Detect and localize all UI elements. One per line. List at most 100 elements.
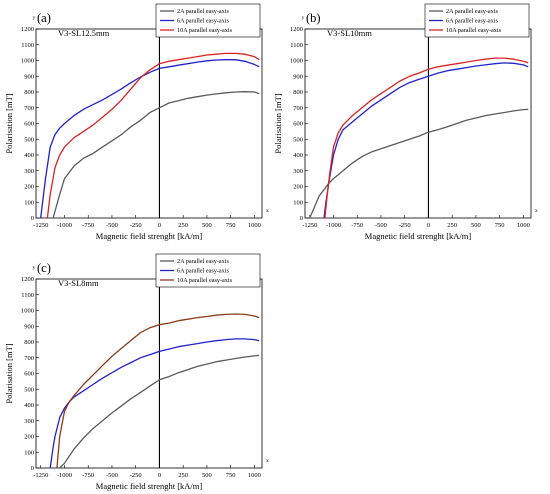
y-tick-label: 700 <box>24 105 34 112</box>
sample-title: V3-SL12.5mm <box>58 28 110 38</box>
y-tick-label: 600 <box>24 121 34 128</box>
y-tick-label: 100 <box>24 449 34 456</box>
legend-label: 2A parallel easy-axis <box>446 8 498 15</box>
panel-label: (b) <box>306 11 321 25</box>
x-tick-label: 500 <box>202 472 212 479</box>
x-axis-marker: x <box>266 208 269 214</box>
x-tick-label: -500 <box>375 222 387 229</box>
y-axis-marker: y <box>302 15 305 21</box>
y-tick-label: 1200 <box>290 26 303 33</box>
x-tick-label: -1250 <box>302 222 317 229</box>
y-axis-label: Polarisation [mT] <box>4 343 14 403</box>
y-tick-label: 0 <box>300 215 303 222</box>
x-tick-label: -250 <box>399 222 411 229</box>
y-axis-marker: y <box>33 15 36 21</box>
x-tick-label: 750 <box>495 222 505 229</box>
x-tick-label: 0 <box>158 472 161 479</box>
y-tick-label: 800 <box>293 89 303 96</box>
panel-label: (c) <box>37 261 51 275</box>
y-tick-label: 0 <box>31 215 34 222</box>
x-axis-label: Magnetic field strenght [kA/m] <box>96 481 203 491</box>
x-tick-label: 750 <box>226 472 236 479</box>
y-tick-label: 200 <box>24 434 34 441</box>
y-tick-label: 500 <box>24 136 34 143</box>
legend-label: 10A parallel easy-axis <box>177 27 233 34</box>
x-tick-label: 0 <box>158 222 161 229</box>
y-tick-label: 500 <box>293 136 303 143</box>
legend-label: 6A parallel easy-axis <box>177 18 229 25</box>
x-tick-label: -500 <box>106 472 118 479</box>
y-tick-label: 900 <box>293 73 303 80</box>
series-line-3 <box>324 57 529 219</box>
x-tick-label: -750 <box>351 222 363 229</box>
chart-panel-1: 0 100 200 300 400 500 600 700 800 900 1000 1100 1200… <box>4 3 269 241</box>
y-tick-label: 1000 <box>290 58 303 65</box>
y-axis-label: Polarisation [mT] <box>4 93 14 153</box>
x-tick-label: -500 <box>106 222 118 229</box>
plot-frame <box>35 278 263 469</box>
legend-label: 6A parallel easy-axis <box>446 18 498 25</box>
y-tick-label: 800 <box>24 339 34 346</box>
y-tick-label: 700 <box>293 105 303 112</box>
legend-label: 2A parallel easy-axis <box>177 8 229 15</box>
series-line-3 <box>46 52 260 219</box>
x-axis-label: Magnetic field strenght [kA/m] <box>96 231 203 241</box>
x-tick-label: 250 <box>447 222 457 229</box>
y-tick-label: 1100 <box>21 42 34 49</box>
y-tick-label: 200 <box>293 184 303 191</box>
y-tick-label: 400 <box>24 152 34 159</box>
sample-title: V3-SL8mm <box>58 278 99 288</box>
y-tick-label: 500 <box>24 386 34 393</box>
y-tick-label: 600 <box>293 121 303 128</box>
x-tick-label: -1000 <box>326 222 341 229</box>
y-tick-label: 1000 <box>21 308 34 315</box>
y-tick-label: 1100 <box>21 292 34 299</box>
series-line-1 <box>52 91 260 219</box>
series-line-2 <box>323 62 529 219</box>
series-line-1 <box>59 354 260 469</box>
y-tick-label: 100 <box>24 199 34 206</box>
y-tick-label: 1200 <box>21 276 34 283</box>
x-tick-label: -1000 <box>57 222 72 229</box>
legend-label: 10A parallel easy-axis <box>446 27 502 34</box>
y-tick-label: 100 <box>293 199 303 206</box>
x-tick-label: 1000 <box>248 222 261 229</box>
x-tick-label: -1000 <box>57 472 72 479</box>
y-tick-label: 600 <box>24 371 34 378</box>
sample-title: V3-SL10mm <box>327 28 372 38</box>
y-tick-label: 200 <box>24 184 34 191</box>
x-tick-label: 500 <box>471 222 481 229</box>
y-tick-label: 0 <box>31 465 34 472</box>
y-tick-label: 1100 <box>290 42 303 49</box>
x-tick-label: 500 <box>202 222 212 229</box>
x-tick-label: -750 <box>82 472 94 479</box>
x-tick-label: -250 <box>130 222 142 229</box>
series-line-1 <box>309 108 529 219</box>
x-tick-label: -750 <box>82 222 94 229</box>
chart-panel-3: 0 100 200 300 400 500 600 700 800 900 1000 1100 1200… <box>4 253 269 491</box>
x-tick-label: 1000 <box>517 222 530 229</box>
y-tick-label: 300 <box>293 168 303 175</box>
x-tick-label: 250 <box>178 472 188 479</box>
x-tick-label: 750 <box>226 222 236 229</box>
y-tick-label: 700 <box>24 355 34 362</box>
x-tick-label: -1250 <box>33 472 48 479</box>
x-axis-marker: x <box>266 458 269 464</box>
y-tick-label: 1000 <box>21 58 34 65</box>
series-line-2 <box>49 338 260 469</box>
y-tick-label: 1200 <box>21 26 34 33</box>
y-tick-label: 300 <box>24 418 34 425</box>
legend-label: 10A parallel easy-axis <box>177 277 233 284</box>
y-tick-label: 900 <box>24 73 34 80</box>
panel-label: (a) <box>37 11 51 25</box>
y-tick-label: 800 <box>24 89 34 96</box>
y-tick-label: 900 <box>24 323 34 330</box>
y-tick-label: 400 <box>293 152 303 159</box>
x-tick-label: 250 <box>178 222 188 229</box>
y-tick-label: 300 <box>24 168 34 175</box>
y-tick-label: 400 <box>24 402 34 409</box>
y-axis-marker: y <box>33 265 36 271</box>
x-tick-label: -1250 <box>33 222 48 229</box>
x-tick-label: -250 <box>130 472 142 479</box>
chart-panel-2: 0 100 200 300 400 500 600 700 800 900 1000 1100 1200… <box>273 3 538 241</box>
